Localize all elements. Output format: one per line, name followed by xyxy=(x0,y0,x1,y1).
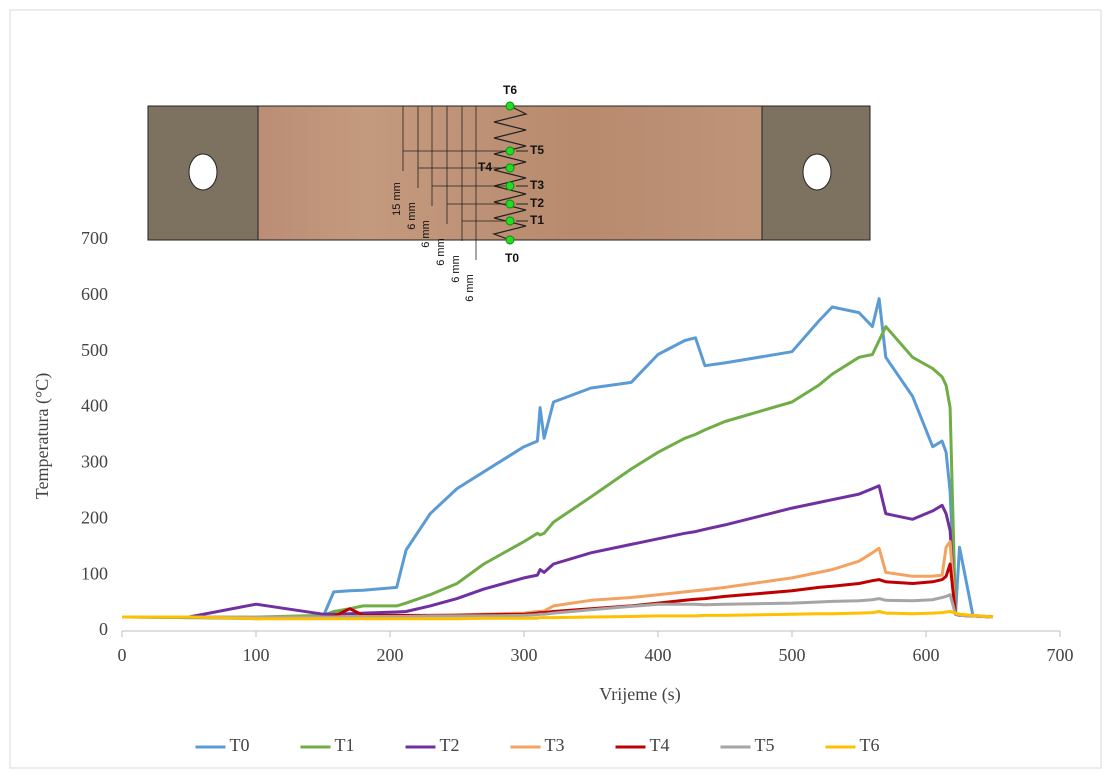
point-label: T4 xyxy=(478,160,492,174)
x-tick-label: 600 xyxy=(913,645,940,665)
thermocouple xyxy=(505,146,515,156)
thermocouple xyxy=(505,216,515,226)
thermocouple xyxy=(505,199,515,209)
y-tick-label: 100 xyxy=(81,563,108,583)
dim-label: 6 mm xyxy=(435,238,447,266)
legend-label: T1 xyxy=(335,735,355,755)
dimension-group: 15 mm6 mm6 mm6 mm6 mm6 mm xyxy=(391,106,506,302)
x-tick-label: 700 xyxy=(1047,645,1074,665)
point-label: T5 xyxy=(530,143,544,157)
x-tick-label: 400 xyxy=(645,645,672,665)
point-label: T0 xyxy=(505,251,519,265)
point-label: T3 xyxy=(530,178,544,192)
y-tick-label: 500 xyxy=(81,340,108,360)
legend-label: T5 xyxy=(755,735,775,755)
dim-label: 15 mm xyxy=(391,182,403,216)
x-tick-label: 100 xyxy=(243,645,270,665)
hole xyxy=(188,153,218,191)
x-tick-label: 0 xyxy=(118,645,127,665)
series-line xyxy=(122,593,994,619)
x-tick-label: 300 xyxy=(511,645,538,665)
x-axis-title: Vrijeme (s) xyxy=(599,684,680,705)
thermocouple xyxy=(505,235,515,245)
y-tick-label: 0 xyxy=(99,619,108,639)
dim-label: 6 mm xyxy=(406,202,418,230)
dim-label: 6 mm xyxy=(420,220,432,248)
y-tick-label: 400 xyxy=(81,396,108,416)
series-line xyxy=(121,325,994,620)
dim-label: 6 mm xyxy=(450,255,462,283)
series-line xyxy=(122,484,994,619)
dim-label: 6 mm xyxy=(464,274,476,302)
x-tick-label: 200 xyxy=(377,645,404,665)
y-tick-label: 700 xyxy=(81,228,108,248)
point-label: T6 xyxy=(503,83,517,97)
y-axis-title: Temperatura (°C) xyxy=(32,373,53,499)
thermocouple xyxy=(505,181,515,191)
legend-label: T4 xyxy=(650,735,670,755)
point-group: T6 T5 T4 T3 T2 T1 T0 xyxy=(478,83,544,265)
y-tick-label: 600 xyxy=(81,284,108,304)
legend-label: T0 xyxy=(230,735,250,755)
legend-label: T3 xyxy=(545,735,565,755)
legend-label: T2 xyxy=(440,735,460,755)
thermocouple xyxy=(505,163,515,173)
y-tick-label: 200 xyxy=(81,507,108,527)
point-label: T2 xyxy=(530,196,544,210)
series-line xyxy=(121,297,994,621)
thermocouple xyxy=(505,101,515,111)
x-tick-label: 500 xyxy=(779,645,806,665)
point-label: T1 xyxy=(530,213,544,227)
legend-label: T6 xyxy=(860,735,880,755)
zigzag xyxy=(491,105,528,241)
y-tick-label: 300 xyxy=(81,452,108,472)
hole xyxy=(802,153,832,191)
series-line xyxy=(122,610,994,621)
